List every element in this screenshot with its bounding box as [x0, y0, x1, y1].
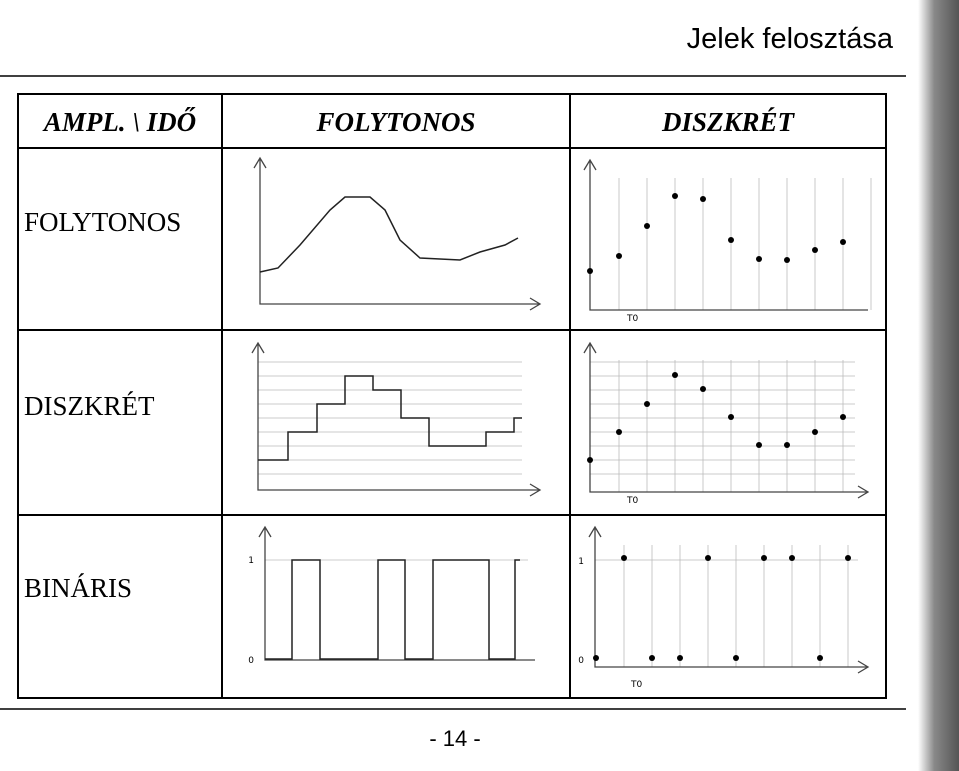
- column-header: DISZKRÉT: [661, 107, 796, 137]
- t0-label: T0: [626, 496, 638, 506]
- page-title: Jelek felosztása: [687, 23, 894, 55]
- t0-label: T0: [630, 680, 642, 690]
- plot: [251, 341, 542, 497]
- column-header: FOLYTONOS: [315, 107, 475, 137]
- high-label: 1: [578, 557, 584, 567]
- plot: [588, 525, 870, 674]
- high-label: 1: [248, 556, 254, 566]
- plot: [583, 341, 870, 499]
- low-label: 0: [248, 656, 254, 666]
- plot: [258, 525, 535, 661]
- row-label: DISZKRÉT: [24, 391, 155, 421]
- row-label: FOLYTONOS: [24, 207, 181, 237]
- row-label: BINÁRIS: [24, 573, 132, 603]
- page-number: - 14 -: [429, 726, 480, 751]
- plot: [583, 158, 872, 311]
- t0-label: T0: [626, 314, 638, 324]
- low-label: 0: [578, 656, 584, 666]
- table: [17, 93, 887, 699]
- column-header: AMPL. \ IDŐ: [42, 106, 196, 137]
- plot: [253, 156, 542, 311]
- page-edge: [918, 0, 959, 771]
